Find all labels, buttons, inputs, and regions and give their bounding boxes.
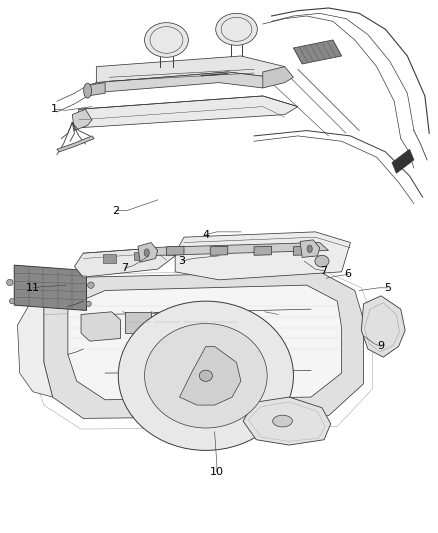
- Polygon shape: [175, 232, 350, 280]
- Ellipse shape: [307, 245, 312, 253]
- Polygon shape: [184, 312, 208, 333]
- Bar: [103, 254, 116, 263]
- Polygon shape: [293, 246, 311, 255]
- Polygon shape: [140, 243, 328, 256]
- Polygon shape: [212, 312, 237, 333]
- Text: 6: 6: [345, 270, 352, 279]
- Polygon shape: [68, 285, 342, 400]
- Polygon shape: [74, 248, 175, 277]
- Polygon shape: [57, 136, 94, 152]
- Polygon shape: [138, 243, 158, 262]
- Text: 11: 11: [26, 283, 40, 293]
- Polygon shape: [293, 40, 342, 64]
- Text: 10: 10: [210, 467, 224, 477]
- Polygon shape: [243, 397, 331, 445]
- Polygon shape: [72, 109, 92, 131]
- Polygon shape: [88, 72, 272, 93]
- Polygon shape: [210, 246, 228, 255]
- Ellipse shape: [145, 324, 267, 428]
- Text: 2: 2: [113, 206, 120, 215]
- Polygon shape: [81, 312, 120, 341]
- Ellipse shape: [272, 415, 293, 427]
- Bar: [134, 252, 147, 260]
- Ellipse shape: [86, 301, 92, 306]
- Ellipse shape: [84, 83, 92, 98]
- Ellipse shape: [215, 13, 257, 45]
- Polygon shape: [14, 265, 87, 310]
- Polygon shape: [180, 346, 241, 405]
- Text: 3: 3: [178, 256, 185, 266]
- Polygon shape: [155, 312, 180, 333]
- Polygon shape: [263, 67, 293, 88]
- Polygon shape: [392, 149, 414, 173]
- Polygon shape: [44, 272, 364, 418]
- Polygon shape: [300, 240, 320, 257]
- Polygon shape: [88, 83, 105, 96]
- Ellipse shape: [7, 279, 13, 286]
- Ellipse shape: [118, 301, 293, 450]
- Text: 4: 4: [202, 230, 209, 239]
- Text: 7: 7: [121, 263, 128, 273]
- Text: 1: 1: [51, 104, 58, 114]
- Text: 5: 5: [384, 283, 391, 293]
- Polygon shape: [254, 246, 272, 255]
- Ellipse shape: [10, 298, 14, 304]
- Polygon shape: [166, 246, 184, 255]
- Ellipse shape: [315, 255, 329, 267]
- Ellipse shape: [199, 370, 212, 382]
- Ellipse shape: [145, 22, 188, 57]
- Polygon shape: [125, 312, 151, 333]
- Polygon shape: [77, 96, 298, 128]
- Text: 9: 9: [378, 342, 385, 351]
- Ellipse shape: [88, 282, 94, 288]
- Polygon shape: [18, 298, 53, 397]
- Text: 7: 7: [321, 266, 328, 276]
- Polygon shape: [96, 56, 285, 83]
- Ellipse shape: [144, 249, 149, 256]
- Polygon shape: [361, 296, 405, 357]
